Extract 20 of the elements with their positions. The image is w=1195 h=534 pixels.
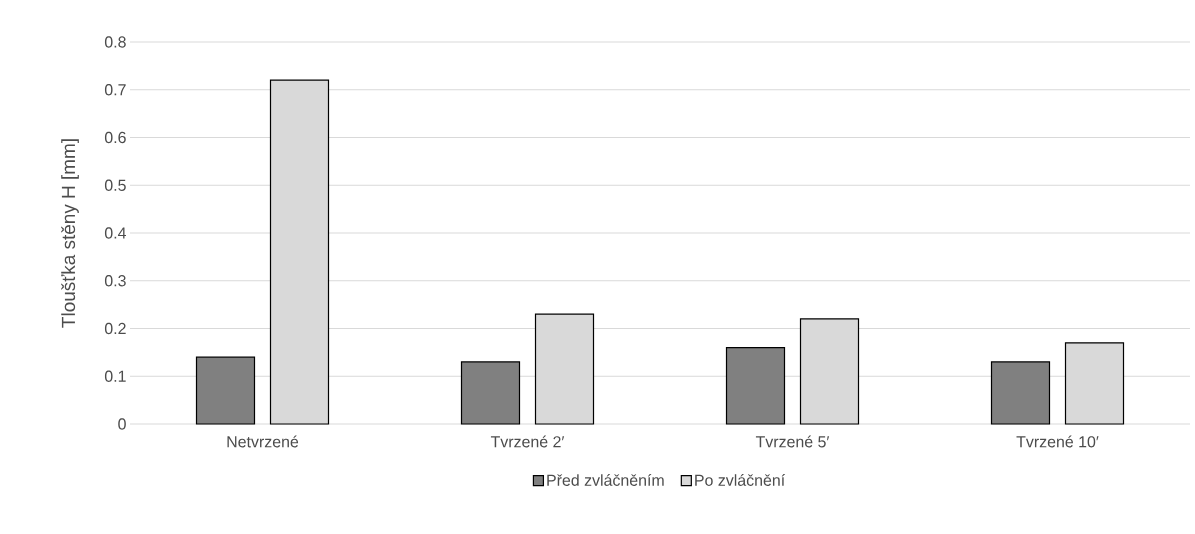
y-tick-label: 0.7: [104, 84, 126, 96]
y-tick-label: 0.5: [104, 179, 126, 191]
bar: [195, 356, 256, 425]
y-tick-label: 0: [118, 418, 126, 430]
bar: [725, 347, 786, 425]
y-tick-label: 0.8: [104, 36, 126, 48]
y-tick-label: 0.3: [104, 275, 126, 287]
y-tick-label: 0.6: [104, 131, 126, 144]
bar: [460, 361, 521, 425]
x-tick-label: Netvrzené: [227, 435, 299, 448]
legend-label: Po zvláčnění: [695, 474, 786, 486]
x-tick-label: Tvrzené 2′: [490, 435, 565, 448]
bar: [990, 361, 1051, 425]
legend-label: Před zvláčněním: [547, 474, 664, 486]
x-tick-label: Tvrzené 10′: [1016, 435, 1099, 448]
y-tick-label: 0.4: [104, 227, 127, 239]
y-axis-title: Tloušťka stěny H [mm]: [61, 139, 79, 328]
x-tick-label: Tvrzené 5′: [755, 435, 830, 448]
y-tick-label: 0.1: [104, 370, 126, 382]
y-tick-label: 0.2: [104, 322, 126, 335]
